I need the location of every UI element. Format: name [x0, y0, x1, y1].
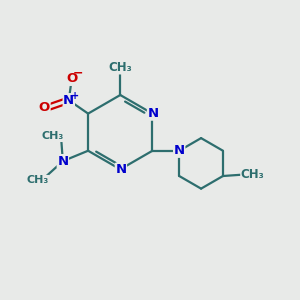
Text: N: N — [115, 164, 126, 176]
Text: N: N — [63, 94, 74, 107]
Text: CH₃: CH₃ — [41, 131, 64, 142]
Text: +: + — [71, 91, 80, 101]
Text: O: O — [66, 72, 77, 85]
Text: CH₃: CH₃ — [241, 168, 265, 181]
Text: CH₃: CH₃ — [108, 61, 132, 74]
Text: N: N — [174, 144, 185, 157]
Text: CH₃: CH₃ — [26, 176, 49, 185]
Text: −: − — [73, 67, 83, 80]
Text: N: N — [57, 154, 68, 168]
Text: O: O — [39, 101, 50, 114]
Text: N: N — [148, 107, 159, 120]
